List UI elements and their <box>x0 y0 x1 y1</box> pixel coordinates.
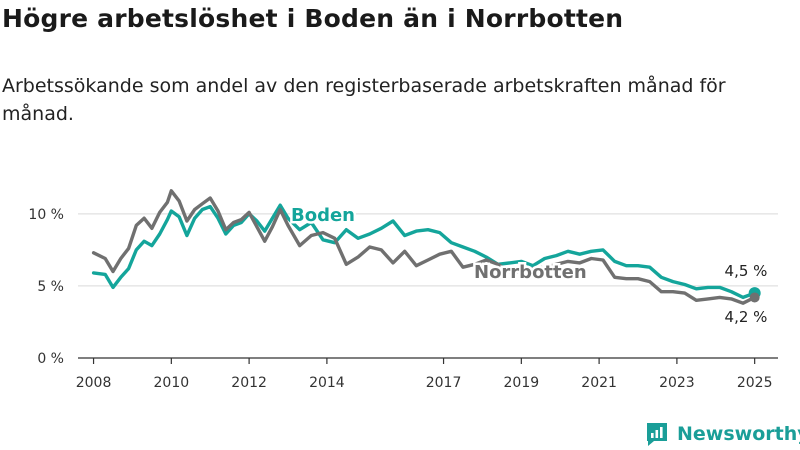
y-axis-ticks: 0 % 5 % 10 % <box>28 207 64 367</box>
series-label-boden: Boden <box>291 205 355 226</box>
gridlines <box>78 213 778 287</box>
series-lines <box>91 189 761 305</box>
series-labels: Boden Norrbotten 4,5 % 4,2 % <box>289 203 768 327</box>
y-tick-label: 10 % <box>28 207 64 223</box>
x-tick-label: 2023 <box>659 375 695 391</box>
y-tick-label: 0 % <box>37 351 64 367</box>
end-label-boden: 4,5 % <box>725 262 768 280</box>
x-tick-label: 2012 <box>231 375 267 391</box>
end-point-norrbotten <box>749 292 760 303</box>
series-label-norrbotten: Norrbotten <box>474 262 587 283</box>
end-label-norrbotten: 4,2 % <box>725 308 768 326</box>
brand-name: Newsworthy <box>677 423 800 445</box>
newsworthy-logo-icon <box>647 423 667 446</box>
x-tick-label: 2025 <box>737 375 773 391</box>
y-tick-label: 5 % <box>37 279 64 295</box>
x-tick-label: 2017 <box>426 375 462 391</box>
x-tick-label: 2014 <box>309 375 345 391</box>
series-line-norrbotten <box>91 189 757 305</box>
x-tick-label: 2019 <box>504 375 540 391</box>
series-line-boden <box>91 203 757 300</box>
x-tick-label: 2008 <box>76 375 112 391</box>
brand-logo: Newsworthy <box>645 420 800 448</box>
chart-subtitle: Arbetssökande som andel av den registerb… <box>2 75 726 125</box>
x-axis: 2008 2010 2012 2014 2017 2019 2021 2023 2025 <box>76 357 778 391</box>
chart-title: Högre arbetslöshet i Boden än i Norrbott… <box>2 4 624 33</box>
x-tick-label: 2021 <box>581 375 617 391</box>
x-tick-label: 2010 <box>154 375 190 391</box>
